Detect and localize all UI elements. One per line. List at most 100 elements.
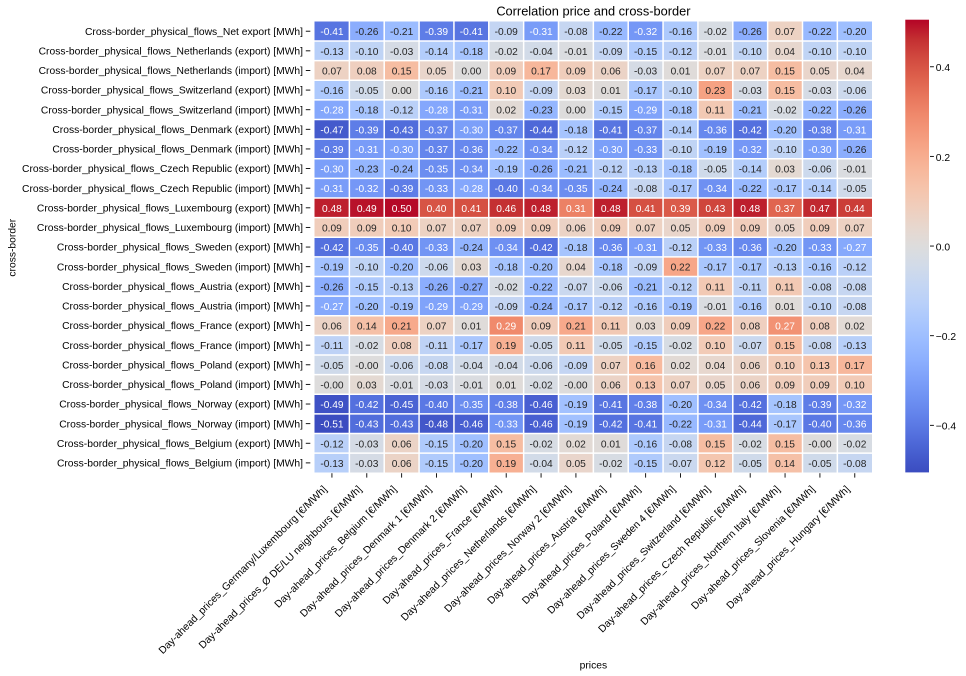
- svg-text:-0.08: -0.08: [634, 184, 658, 195]
- svg-text:-0.38: -0.38: [634, 400, 658, 411]
- svg-text:Cross-border_physical_flows_Be: Cross-border_physical_flows_Belgium (exp…: [57, 439, 303, 450]
- svg-text:-0.16: -0.16: [425, 86, 449, 97]
- svg-text:0.11: 0.11: [706, 282, 725, 293]
- svg-text:-0.10: -0.10: [355, 263, 379, 274]
- svg-text:-0.44: -0.44: [529, 125, 553, 136]
- svg-text:-0.09: -0.09: [634, 263, 658, 274]
- svg-text:0.07: 0.07: [740, 66, 760, 77]
- svg-text:-0.33: -0.33: [634, 145, 658, 156]
- svg-text:-0.02: -0.02: [669, 341, 693, 352]
- svg-text:0.12: 0.12: [705, 459, 725, 470]
- svg-text:0.09: 0.09: [775, 380, 795, 391]
- svg-text:-0.08: -0.08: [808, 341, 832, 352]
- svg-text:-0.39: -0.39: [390, 184, 414, 195]
- svg-text:-0.11: -0.11: [321, 341, 344, 352]
- svg-text:Cross-border_physical_flows_Sw: Cross-border_physical_flows_Switzerland …: [41, 86, 303, 97]
- svg-text:-0.27: -0.27: [320, 302, 344, 313]
- svg-text:-0.13: -0.13: [320, 47, 344, 58]
- svg-text:-0.05: -0.05: [529, 341, 553, 352]
- svg-text:Cross-border_physical_flows_Cz: Cross-border_physical_flows_Czech Republ…: [22, 184, 303, 195]
- svg-text:-0.33: -0.33: [425, 184, 449, 195]
- svg-text:-0.06: -0.06: [425, 263, 449, 274]
- svg-text:-0.05: -0.05: [843, 184, 867, 195]
- svg-text:-0.02: -0.02: [599, 459, 623, 470]
- svg-text:-0.05: -0.05: [739, 459, 763, 470]
- svg-text:-0.47: -0.47: [320, 125, 344, 136]
- svg-text:-0.22: -0.22: [808, 106, 832, 117]
- svg-text:-0.43: -0.43: [390, 125, 414, 136]
- svg-text:-0.09: -0.09: [599, 47, 623, 58]
- svg-text:−0.4: −0.4: [936, 422, 957, 433]
- svg-text:-0.08: -0.08: [669, 439, 693, 450]
- svg-text:0.15: 0.15: [775, 341, 795, 352]
- svg-text:-0.31: -0.31: [320, 184, 344, 195]
- svg-text:0.16: 0.16: [636, 361, 656, 372]
- svg-text:0.22: 0.22: [705, 322, 725, 333]
- svg-text:-0.08: -0.08: [843, 459, 867, 470]
- svg-text:-0.11: -0.11: [739, 282, 762, 293]
- svg-text:-0.00: -0.00: [320, 380, 344, 391]
- svg-text:-0.32: -0.32: [739, 145, 763, 156]
- svg-text:0.23: 0.23: [705, 86, 725, 97]
- svg-text:0.01: 0.01: [601, 86, 621, 97]
- svg-text:-0.41: -0.41: [320, 27, 344, 38]
- svg-text:cross-border: cross-border: [7, 218, 18, 276]
- svg-text:0.03: 0.03: [566, 86, 586, 97]
- svg-text:-0.10: -0.10: [843, 47, 867, 58]
- svg-text:-0.05: -0.05: [320, 361, 344, 372]
- svg-text:0.01: 0.01: [496, 380, 516, 391]
- svg-text:0.07: 0.07: [845, 223, 865, 234]
- svg-text:-0.39: -0.39: [808, 400, 832, 411]
- svg-text:-0.02: -0.02: [843, 439, 867, 450]
- svg-text:-0.15: -0.15: [634, 47, 658, 58]
- svg-text:-0.36: -0.36: [599, 243, 623, 254]
- svg-text:-0.18: -0.18: [495, 263, 519, 274]
- svg-text:-0.15: -0.15: [355, 282, 379, 293]
- svg-text:-0.16: -0.16: [634, 302, 658, 313]
- svg-text:-0.19: -0.19: [390, 302, 414, 313]
- svg-text:-0.15: -0.15: [425, 439, 449, 450]
- svg-text:-0.42: -0.42: [739, 125, 763, 136]
- svg-text:0.21: 0.21: [392, 322, 412, 333]
- svg-text:-0.26: -0.26: [843, 106, 867, 117]
- svg-text:0.05: 0.05: [427, 66, 447, 77]
- svg-text:-0.04: -0.04: [460, 361, 484, 372]
- svg-text:0.37: 0.37: [775, 204, 795, 215]
- svg-text:0.05: 0.05: [566, 459, 586, 470]
- svg-text:-0.03: -0.03: [634, 66, 658, 77]
- svg-text:-0.26: -0.26: [320, 282, 344, 293]
- svg-text:0.02: 0.02: [566, 439, 586, 450]
- svg-text:-0.39: -0.39: [425, 27, 449, 38]
- svg-text:0.02: 0.02: [845, 322, 865, 333]
- svg-text:-0.07: -0.07: [669, 459, 693, 470]
- svg-text:-0.05: -0.05: [808, 459, 832, 470]
- svg-text:-0.37: -0.37: [425, 125, 449, 136]
- svg-text:-0.21: -0.21: [634, 282, 658, 293]
- svg-text:-0.18: -0.18: [460, 47, 484, 58]
- svg-text:-0.36: -0.36: [843, 420, 867, 431]
- svg-text:0.08: 0.08: [740, 322, 760, 333]
- svg-text:-0.16: -0.16: [634, 439, 658, 450]
- svg-text:0.15: 0.15: [775, 66, 795, 77]
- svg-text:0.01: 0.01: [601, 439, 621, 450]
- svg-text:-0.20: -0.20: [773, 243, 797, 254]
- svg-text:-0.35: -0.35: [460, 400, 484, 411]
- svg-text:-0.10: -0.10: [669, 86, 693, 97]
- svg-text:-0.37: -0.37: [425, 145, 449, 156]
- svg-text:0.07: 0.07: [322, 66, 342, 77]
- svg-text:0.11: 0.11: [566, 341, 585, 352]
- svg-text:-0.22: -0.22: [529, 282, 553, 293]
- svg-text:-0.45: -0.45: [390, 400, 414, 411]
- svg-text:0.03: 0.03: [461, 263, 481, 274]
- svg-text:-0.17: -0.17: [704, 263, 728, 274]
- svg-text:-0.06: -0.06: [529, 361, 553, 372]
- svg-text:-0.09: -0.09: [564, 361, 588, 372]
- svg-text:0.11: 0.11: [776, 282, 795, 293]
- svg-text:-0.40: -0.40: [390, 243, 414, 254]
- svg-text:0.11: 0.11: [706, 106, 725, 117]
- svg-text:0.07: 0.07: [671, 380, 691, 391]
- svg-text:-0.06: -0.06: [390, 361, 414, 372]
- svg-text:-0.01: -0.01: [390, 380, 414, 391]
- svg-text:Cross-border_physical_flows_De: Cross-border_physical_flows_Denmark (imp…: [52, 145, 303, 156]
- svg-text:-0.41: -0.41: [460, 27, 484, 38]
